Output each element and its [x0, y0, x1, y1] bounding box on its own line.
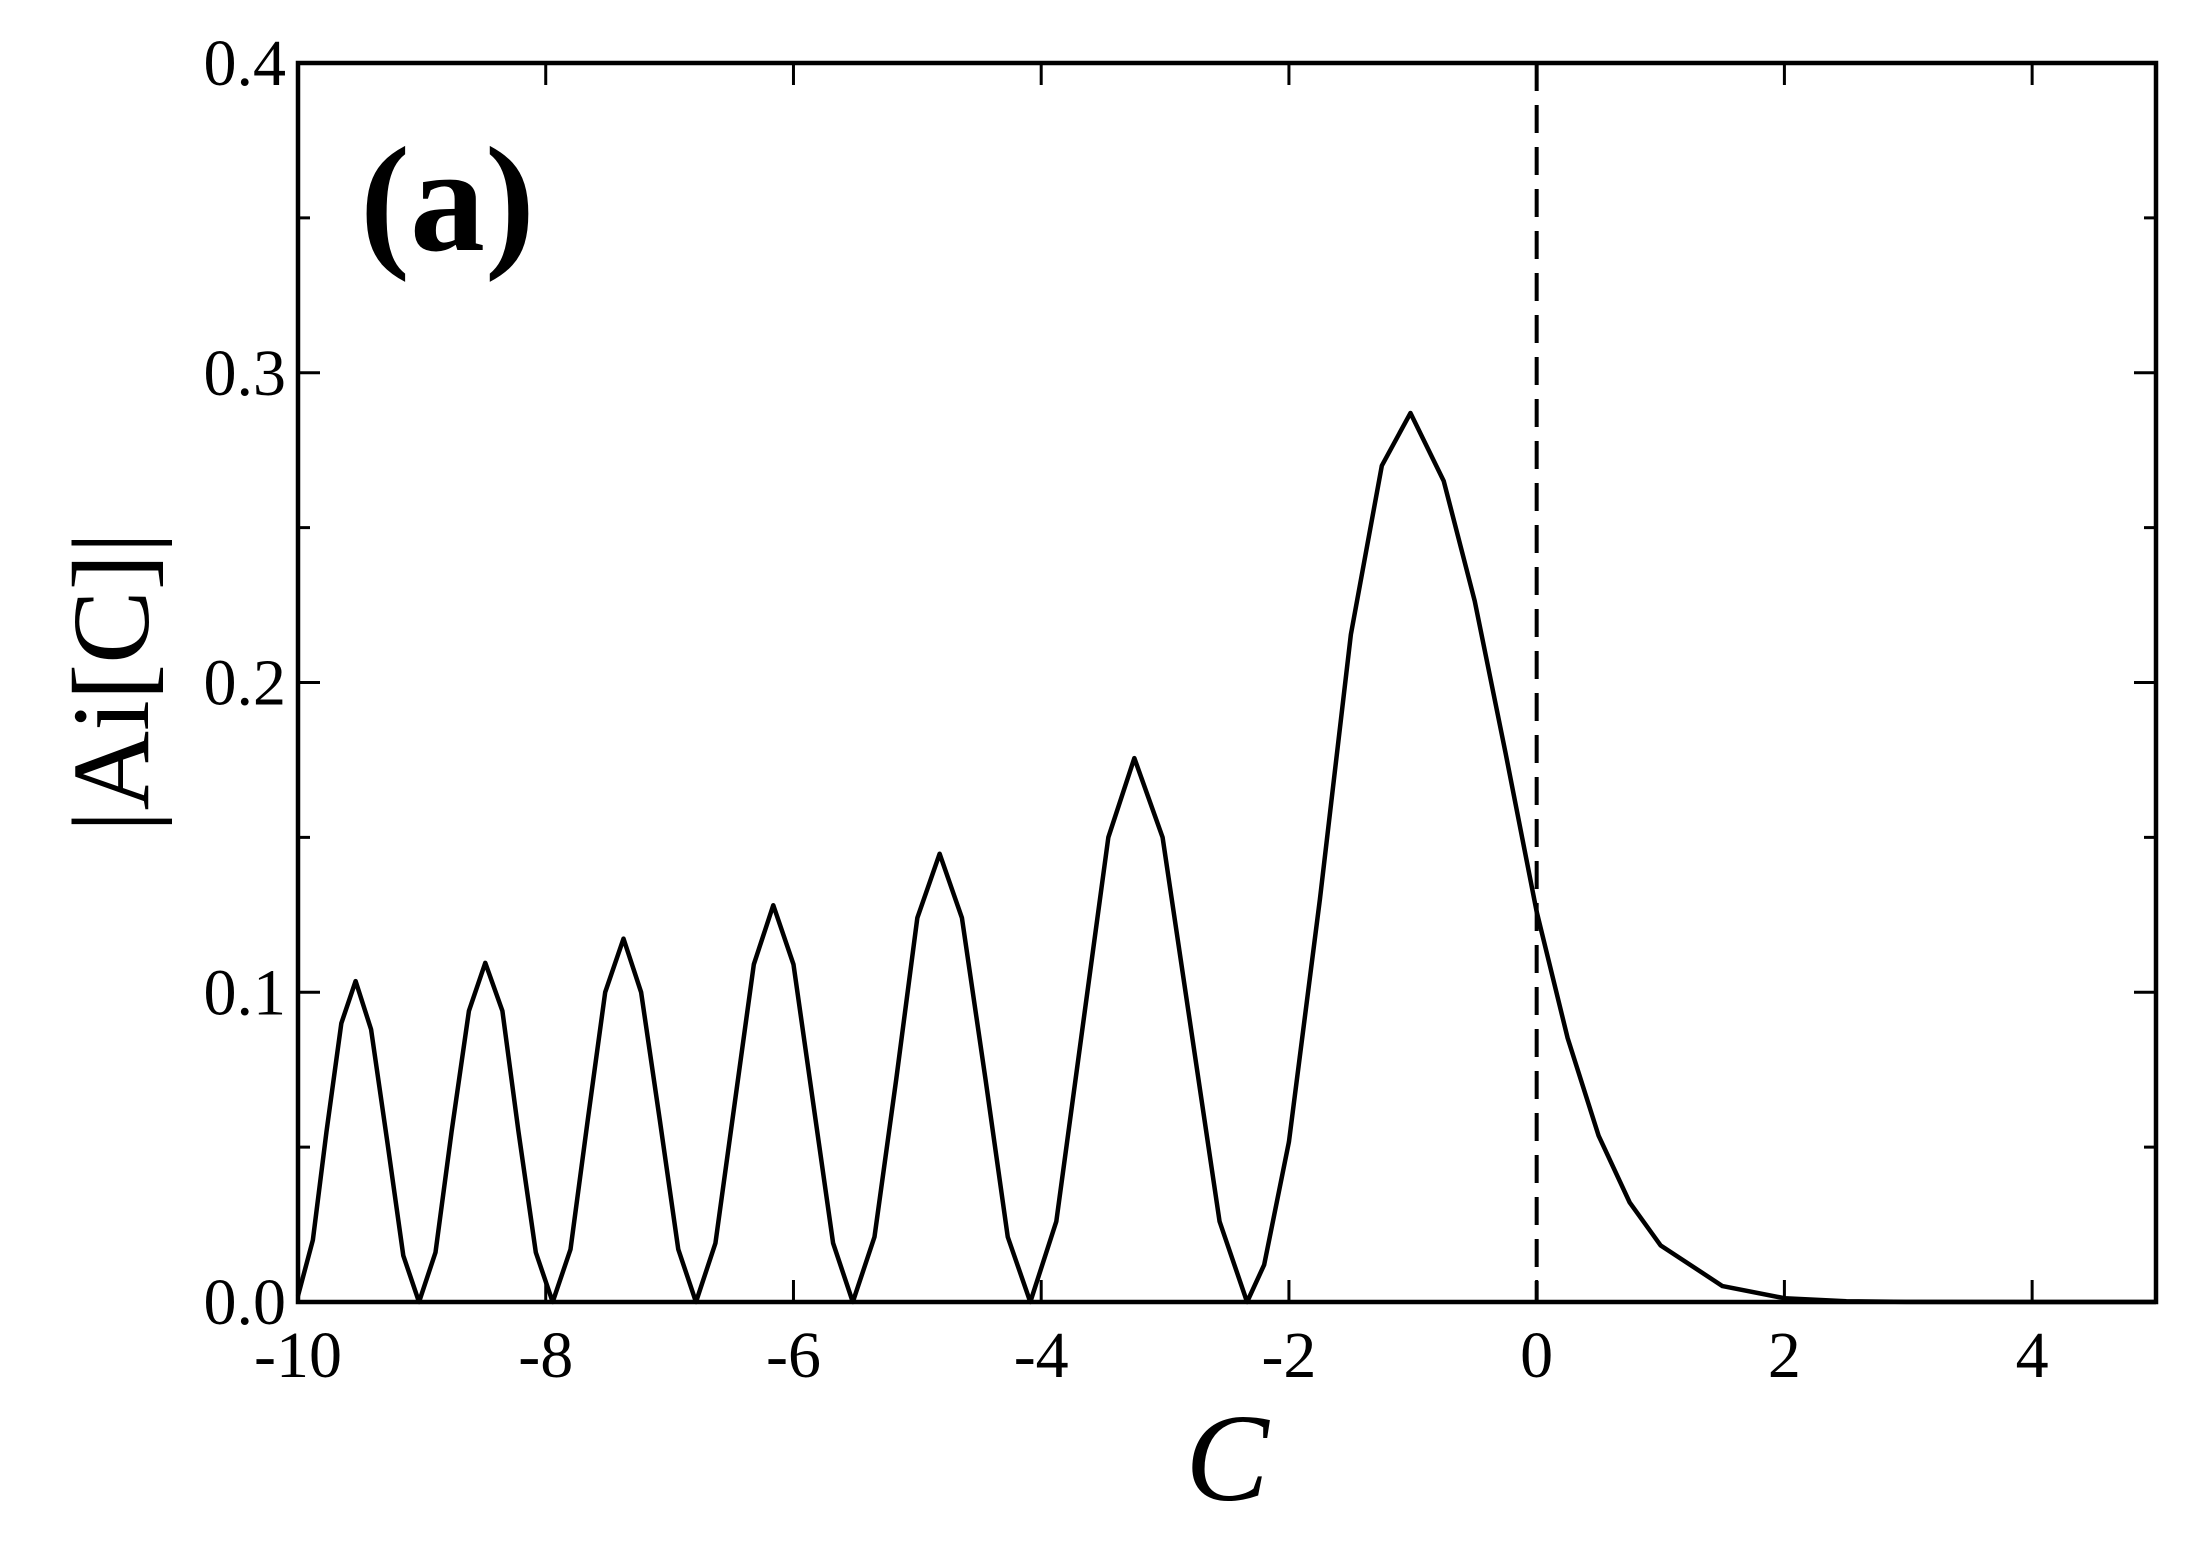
x-axis-label: C — [1185, 1390, 1270, 1528]
panel-label: (a) — [360, 117, 535, 283]
x-tick-label: -4 — [1014, 1319, 1069, 1392]
x-tick-label: -2 — [1261, 1319, 1316, 1392]
y-tick-label: 0.4 — [204, 27, 287, 100]
y-tick-label: 0.0 — [204, 1266, 287, 1339]
x-tick-label: -8 — [518, 1319, 573, 1392]
x-tick-label: -6 — [766, 1319, 821, 1392]
x-tick-label: -10 — [254, 1319, 342, 1392]
x-tick-label: 0 — [1520, 1319, 1553, 1392]
y-tick-label: 0.1 — [204, 956, 287, 1029]
x-tick-label: 4 — [2016, 1319, 2049, 1392]
y-axis-label: |Ai[C]| — [50, 532, 172, 833]
y-tick-label: 0.3 — [204, 337, 287, 410]
plot-frame — [295, 60, 2159, 1305]
x-tick-label: 2 — [1768, 1319, 1801, 1392]
y-tick-label: 0.2 — [204, 647, 287, 720]
data-line — [295, 410, 2156, 1305]
